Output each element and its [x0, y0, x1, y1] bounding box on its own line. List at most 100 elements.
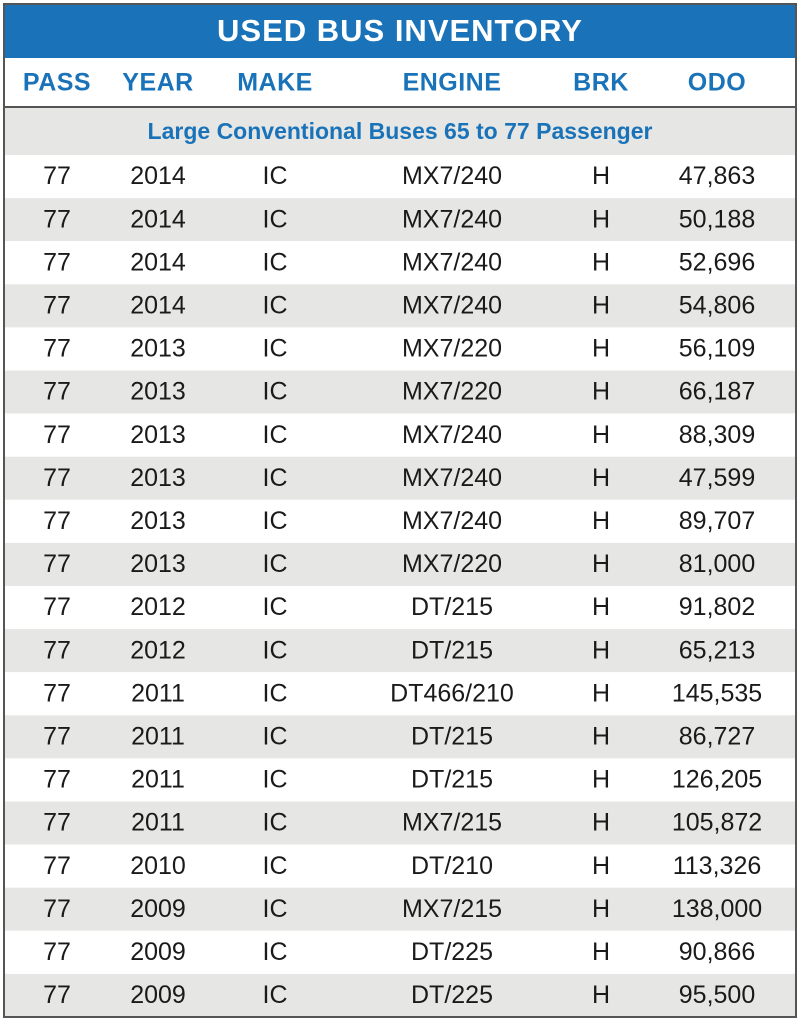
cell: 66,187	[679, 378, 755, 406]
cell: IC	[263, 809, 288, 837]
cell: IC	[263, 421, 288, 449]
cell: 77	[43, 895, 71, 923]
row-background	[4, 672, 796, 716]
row-background	[4, 930, 796, 974]
cell: IC	[263, 291, 288, 319]
cell: 47,863	[679, 162, 755, 190]
cell: H	[592, 378, 610, 406]
cell: 138,000	[672, 895, 762, 923]
column-header: ODO	[688, 69, 746, 97]
cell: 77	[43, 507, 71, 535]
cell: IC	[263, 981, 288, 1009]
cell: H	[592, 464, 610, 492]
cell: 2013	[130, 378, 186, 406]
cell: IC	[263, 722, 288, 750]
cell: DT/215	[411, 593, 493, 621]
cell: 95,500	[679, 981, 755, 1009]
cell: 88,309	[679, 421, 755, 449]
section-row	[4, 108, 796, 155]
cell: IC	[263, 335, 288, 363]
cell: IC	[263, 464, 288, 492]
cell: 2011	[131, 679, 185, 707]
cell: 2013	[130, 421, 186, 449]
cell: MX7/220	[402, 335, 502, 363]
cell: 2010	[130, 852, 186, 880]
row-background	[4, 155, 796, 199]
cell: 54,806	[679, 291, 755, 319]
cell: IC	[263, 679, 288, 707]
cell: 2013	[130, 550, 186, 578]
row-background	[4, 456, 796, 500]
cell: 77	[43, 162, 71, 190]
row-background	[4, 241, 796, 285]
cell: IC	[263, 852, 288, 880]
cell: 65,213	[679, 636, 755, 664]
cell: 90,866	[679, 938, 755, 966]
cell: H	[592, 291, 610, 319]
cell: MX7/215	[402, 809, 502, 837]
cell: MX7/220	[402, 378, 502, 406]
table-border	[3, 3, 797, 1018]
cell: 77	[43, 205, 71, 233]
cell: 81,000	[679, 550, 755, 578]
cell: IC	[263, 593, 288, 621]
cell: 77	[43, 852, 71, 880]
cell: MX7/240	[402, 421, 502, 449]
column-header: BRK	[573, 69, 629, 97]
cell: IC	[263, 636, 288, 664]
cell: H	[592, 895, 610, 923]
cell: MX7/240	[402, 248, 502, 276]
row-background	[4, 542, 796, 586]
cell: H	[592, 809, 610, 837]
cell: 2013	[130, 464, 186, 492]
column-header: PASS	[23, 69, 91, 97]
cell: IC	[263, 895, 288, 923]
cell: H	[592, 938, 610, 966]
cell: 2013	[130, 335, 186, 363]
cell: H	[592, 421, 610, 449]
column-header: MAKE	[237, 69, 313, 97]
cell: IC	[263, 550, 288, 578]
column-header: ENGINE	[403, 69, 502, 97]
cell: 77	[43, 378, 71, 406]
cell: 77	[43, 636, 71, 664]
cell: H	[592, 550, 610, 578]
cell: 2009	[130, 981, 186, 1009]
cell: 77	[43, 938, 71, 966]
cell: IC	[263, 507, 288, 535]
cell: MX7/220	[402, 550, 502, 578]
title: USED BUS INVENTORY	[217, 13, 583, 48]
cell: H	[592, 766, 610, 794]
cell: 77	[43, 722, 71, 750]
table-body: 77 2014 IC MX7/240 H 47,863 77 2014 IC MX7/240 H 50…	[4, 155, 796, 1017]
cell: 89,707	[679, 507, 755, 535]
cell: MX7/240	[402, 291, 502, 319]
cell: 2009	[130, 938, 186, 966]
cell: MX7/215	[402, 895, 502, 923]
cell: DT/225	[411, 981, 493, 1009]
cell: IC	[263, 205, 288, 233]
cell: 126,205	[672, 766, 762, 794]
cell: DT/215	[411, 766, 493, 794]
cell: H	[592, 205, 610, 233]
row-background	[4, 973, 796, 1017]
cell: 77	[43, 981, 71, 1009]
cell: H	[592, 507, 610, 535]
row-background	[4, 499, 796, 543]
section-title: Large Conventional Buses 65 to 77 Passen…	[148, 118, 653, 144]
cell: MX7/240	[402, 162, 502, 190]
cell: H	[592, 679, 610, 707]
cell: H	[592, 981, 610, 1009]
cell: 2014	[130, 291, 186, 319]
row-background	[4, 887, 796, 931]
cell: 56,109	[679, 335, 755, 363]
cell: 77	[43, 593, 71, 621]
cell: 2009	[130, 895, 186, 923]
row-background	[4, 758, 796, 802]
cell: 47,599	[679, 464, 755, 492]
cell: 2011	[131, 809, 185, 837]
cell: 77	[43, 335, 71, 363]
cell: 2011	[131, 722, 185, 750]
cell: IC	[263, 766, 288, 794]
